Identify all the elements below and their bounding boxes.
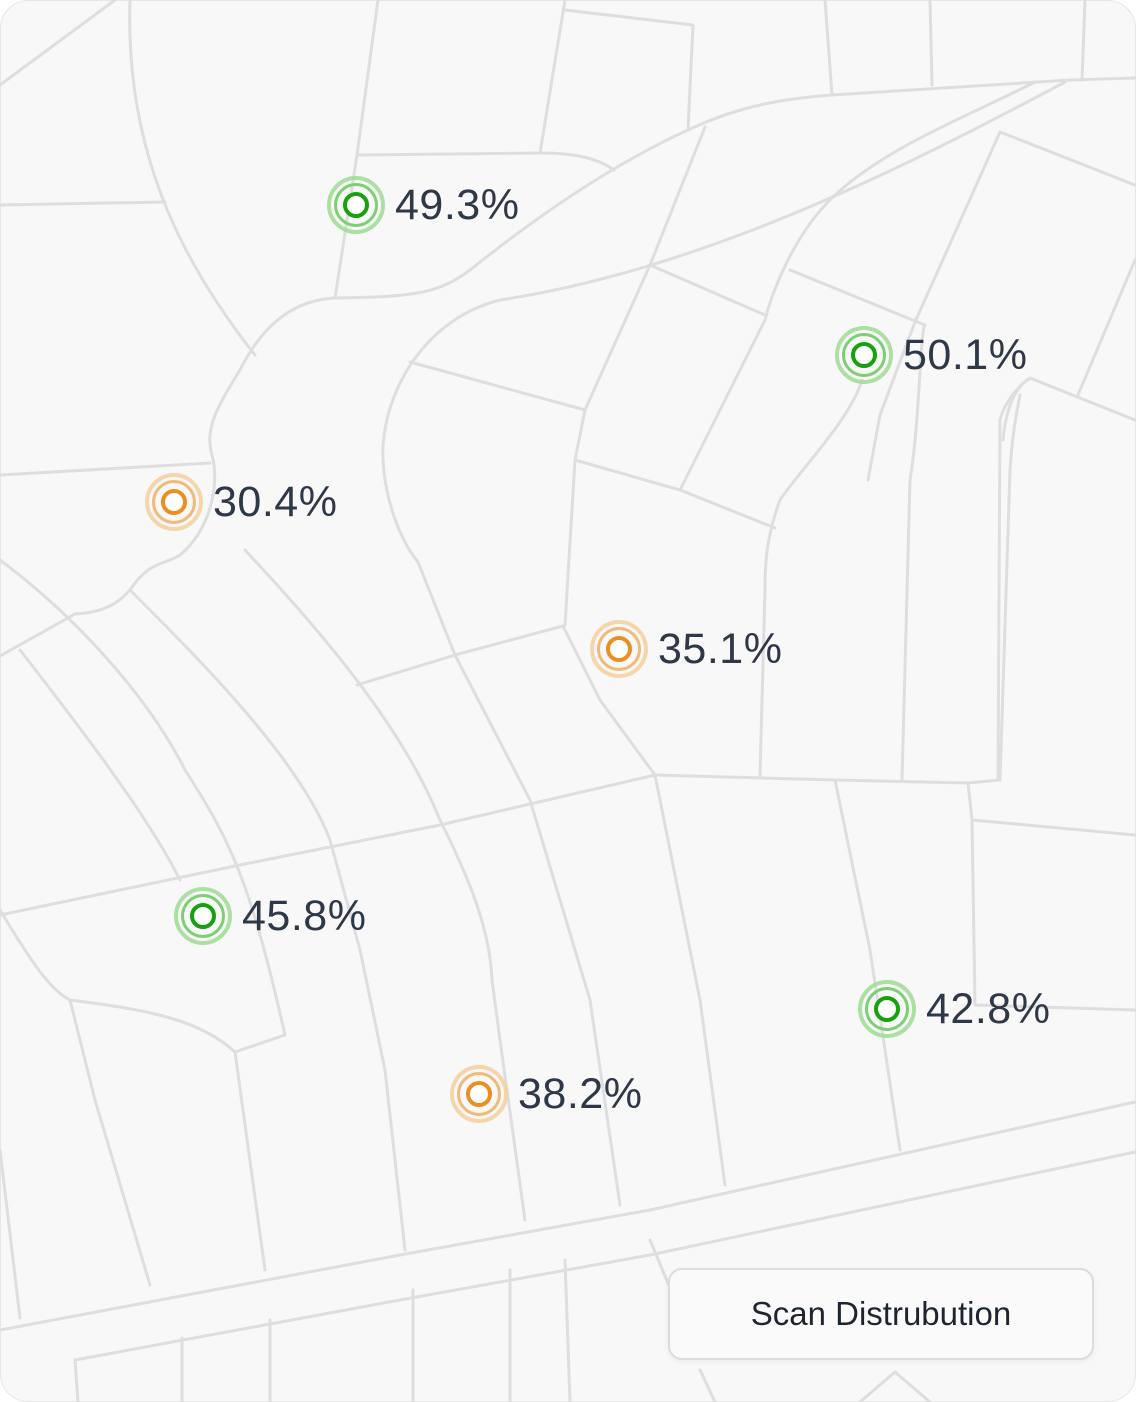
map-marker[interactable]: 49.3% (327, 176, 519, 234)
marker-center-ring (343, 192, 369, 218)
marker-percentage: 35.1% (658, 624, 783, 673)
marker-percentage: 38.2% (518, 1069, 643, 1118)
marker-percentage: 42.8% (926, 984, 1051, 1033)
signal-pin-icon (590, 620, 648, 678)
marker-percentage: 50.1% (903, 330, 1028, 379)
signal-pin-icon (450, 1065, 508, 1123)
map-marker[interactable]: 42.8% (858, 980, 1050, 1038)
marker-outer-ring (327, 176, 385, 234)
map-marker[interactable]: 30.4% (145, 473, 337, 531)
signal-pin-icon (858, 980, 916, 1038)
signal-pin-icon (835, 326, 893, 384)
marker-mid-ring (334, 183, 378, 227)
signal-pin-icon (327, 176, 385, 234)
map-marker[interactable]: 38.2% (450, 1065, 642, 1123)
scan-distribution-button[interactable]: Scan Distrubution (668, 1268, 1094, 1360)
marker-percentage: 49.3% (395, 180, 520, 229)
map-marker[interactable]: 45.8% (174, 887, 366, 945)
marker-percentage: 45.8% (242, 891, 367, 940)
marker-percentage: 30.4% (213, 477, 338, 526)
signal-pin-icon (145, 473, 203, 531)
signal-pin-icon (174, 887, 232, 945)
map-marker[interactable]: 35.1% (590, 620, 782, 678)
map-marker[interactable]: 50.1% (835, 326, 1027, 384)
